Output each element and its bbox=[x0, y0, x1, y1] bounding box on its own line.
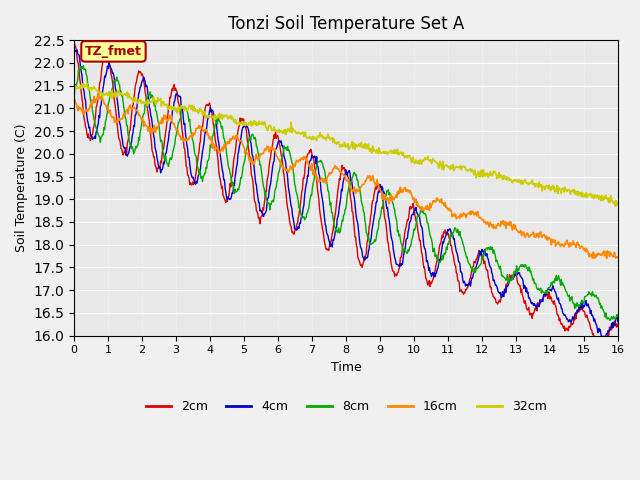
Line: 8cm: 8cm bbox=[74, 66, 618, 320]
8cm bbox=[282, 145, 290, 151]
Line: 4cm: 4cm bbox=[74, 50, 618, 338]
32cm bbox=[70, 84, 78, 90]
Y-axis label: Soil Temperature (C): Soil Temperature (C) bbox=[15, 124, 28, 252]
32cm bbox=[135, 96, 143, 102]
32cm bbox=[282, 132, 290, 137]
2cm bbox=[70, 38, 78, 44]
2cm bbox=[433, 260, 440, 266]
8cm bbox=[262, 189, 269, 195]
16cm bbox=[282, 168, 290, 174]
X-axis label: Time: Time bbox=[331, 361, 362, 374]
32cm bbox=[403, 153, 410, 159]
8cm bbox=[403, 250, 410, 256]
2cm bbox=[595, 345, 603, 351]
8cm bbox=[433, 256, 441, 262]
Text: TZ_fmet: TZ_fmet bbox=[85, 45, 142, 58]
4cm bbox=[282, 165, 290, 170]
16cm bbox=[614, 254, 622, 260]
2cm bbox=[282, 185, 289, 191]
16cm bbox=[262, 148, 269, 154]
16cm bbox=[135, 112, 143, 118]
16cm bbox=[603, 255, 611, 261]
16cm bbox=[433, 195, 441, 201]
Line: 16cm: 16cm bbox=[74, 95, 618, 258]
8cm bbox=[79, 63, 87, 69]
2cm bbox=[134, 72, 142, 77]
8cm bbox=[614, 313, 622, 319]
4cm bbox=[262, 209, 269, 215]
Line: 2cm: 2cm bbox=[74, 41, 618, 348]
2cm bbox=[402, 225, 410, 230]
32cm bbox=[614, 200, 622, 205]
4cm bbox=[601, 336, 609, 341]
4cm bbox=[235, 148, 243, 154]
Legend: 2cm, 4cm, 8cm, 16cm, 32cm: 2cm, 4cm, 8cm, 16cm, 32cm bbox=[141, 395, 552, 418]
8cm bbox=[606, 317, 614, 323]
4cm bbox=[403, 236, 410, 241]
2cm bbox=[261, 196, 269, 202]
16cm bbox=[70, 96, 78, 102]
32cm bbox=[83, 81, 91, 86]
8cm bbox=[235, 187, 243, 192]
4cm bbox=[433, 266, 441, 272]
8cm bbox=[70, 93, 78, 99]
8cm bbox=[135, 134, 143, 140]
2cm bbox=[234, 128, 242, 134]
4cm bbox=[135, 91, 143, 97]
4cm bbox=[614, 319, 622, 325]
Line: 32cm: 32cm bbox=[74, 84, 618, 206]
16cm bbox=[403, 187, 410, 192]
2cm bbox=[614, 321, 622, 327]
32cm bbox=[433, 160, 441, 166]
4cm bbox=[70, 48, 78, 54]
16cm bbox=[235, 138, 243, 144]
32cm bbox=[262, 124, 269, 130]
32cm bbox=[235, 121, 243, 127]
32cm bbox=[611, 203, 619, 209]
4cm bbox=[73, 47, 81, 53]
16cm bbox=[95, 92, 103, 98]
Title: Tonzi Soil Temperature Set A: Tonzi Soil Temperature Set A bbox=[228, 15, 464, 33]
